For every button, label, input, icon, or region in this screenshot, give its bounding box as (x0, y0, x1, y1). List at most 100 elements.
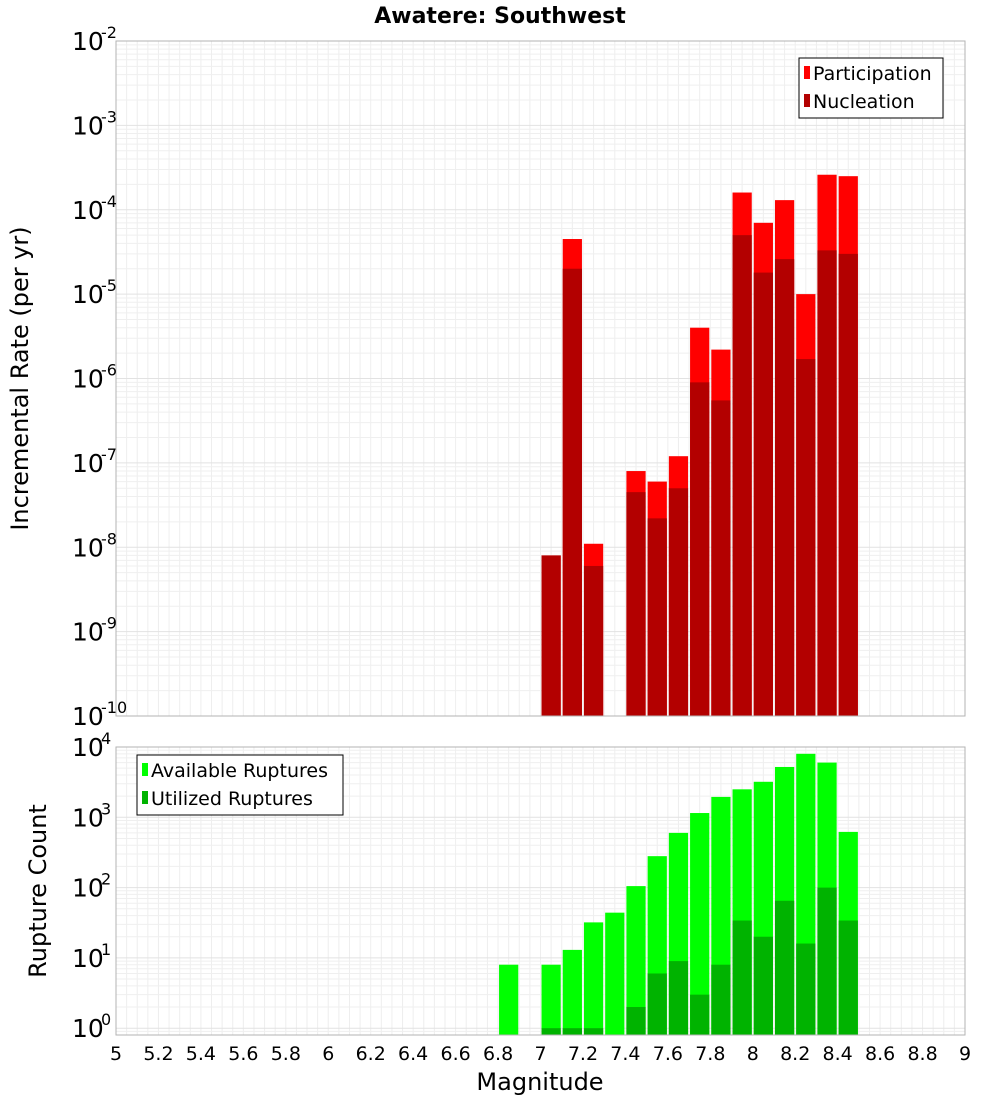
y-tick-exponent: -8 (101, 529, 117, 548)
legend-swatch (804, 94, 810, 107)
bar (668, 488, 689, 716)
y-tick-label: 10 (72, 702, 104, 731)
legend-label: Participation (813, 63, 932, 85)
bar (690, 994, 710, 1035)
x-tick-label: 6.4 (398, 1043, 428, 1065)
bar (562, 268, 582, 716)
x-tick-label: 7 (534, 1043, 546, 1065)
x-tick-label: 7.6 (653, 1043, 683, 1065)
bar (626, 1007, 646, 1035)
y-axis-label: Rupture Count (24, 804, 52, 978)
x-tick-label: 7.4 (610, 1043, 640, 1065)
legend-label: Utilized Ruptures (151, 788, 313, 810)
y-tick-exponent: -2 (101, 23, 117, 42)
bar (796, 359, 816, 716)
chart-panels: 10-1010-910-810-710-610-510-410-310-2Inc… (6, 23, 971, 1065)
legend: Available Ruptures Utilized Ruptures (136, 754, 344, 816)
bar (647, 518, 667, 716)
x-tick-label: 5.6 (228, 1043, 258, 1065)
bar (711, 964, 731, 1035)
y-tick-exponent: -10 (101, 698, 127, 717)
x-tick-label: 5.8 (271, 1043, 301, 1065)
y-tick-label: 10 (72, 733, 104, 762)
y-tick-exponent: 3 (101, 799, 111, 818)
legend-box (136, 754, 344, 816)
bar (838, 253, 858, 716)
bar (605, 912, 625, 1035)
x-tick-label: 7.8 (695, 1043, 725, 1065)
y-tick-label: 10 (72, 1014, 104, 1043)
bar (690, 813, 710, 1035)
y-axis-label: Incremental Rate (per yr) (6, 226, 34, 530)
y-tick-exponent: 0 (101, 1010, 111, 1029)
y-tick-label: 10 (72, 533, 104, 562)
chart-title: Awatere: Southwest (374, 4, 626, 29)
y-tick-label: 10 (72, 803, 104, 832)
x-tick-label: 5.4 (186, 1043, 216, 1065)
bar (541, 555, 561, 716)
x-tick-label: 5.2 (143, 1043, 173, 1065)
legend-box (798, 57, 944, 119)
x-tick-label: 9 (959, 1043, 971, 1065)
y-tick-exponent: -6 (101, 361, 117, 380)
y-tick-exponent: 1 (101, 940, 111, 959)
plot-frame (115, 746, 966, 1036)
y-tick-label: 10 (72, 111, 104, 140)
x-tick-label: 6 (322, 1043, 334, 1065)
y-tick-label: 10 (72, 27, 104, 56)
legend-swatch (142, 791, 148, 804)
x-tick-label: 6.6 (440, 1043, 470, 1065)
x-tick-label: 6.8 (483, 1043, 513, 1065)
bar (626, 886, 646, 1035)
y-tick-label: 10 (72, 196, 104, 225)
y-tick-label: 10 (72, 449, 104, 478)
bar (626, 492, 646, 716)
grid (115, 746, 966, 1036)
bar (732, 235, 752, 716)
series-utilized-ruptures (541, 887, 858, 1035)
y-tick-label: 10 (72, 280, 104, 309)
x-tick-label: 8.8 (907, 1043, 937, 1065)
legend-swatch (142, 763, 148, 776)
x-tick-label: 5 (110, 1043, 122, 1065)
y-tick-label: 10 (72, 365, 104, 394)
bar (668, 961, 689, 1035)
y-tick-label: 10 (72, 874, 104, 903)
bar (753, 936, 773, 1035)
y-tick-exponent: -7 (101, 445, 117, 464)
x-tick-label: 7.2 (568, 1043, 598, 1065)
bar (647, 973, 667, 1035)
legend-label: Nucleation (813, 91, 915, 113)
bar (541, 964, 561, 1035)
bar (753, 272, 773, 716)
y-tick-exponent: -9 (101, 614, 117, 633)
series-nucleation (541, 235, 858, 717)
bar (499, 964, 519, 1035)
bar (774, 259, 795, 716)
bar (541, 1028, 561, 1035)
y-tick-exponent: 4 (101, 729, 111, 748)
x-tick-label: 8.4 (823, 1043, 853, 1065)
panel-1: 10-1010-910-810-710-610-510-410-310-2Inc… (6, 23, 966, 731)
bar (838, 920, 858, 1035)
x-tick-label: 8 (747, 1043, 759, 1065)
bar (562, 1028, 582, 1035)
y-tick-exponent: -3 (101, 107, 117, 126)
x-tick-label: 8.6 (865, 1043, 895, 1065)
bar (690, 382, 710, 716)
x-tick-label: 6.2 (356, 1043, 386, 1065)
bar (796, 943, 816, 1035)
bar (817, 887, 837, 1035)
bar (583, 565, 604, 716)
bar (583, 1028, 604, 1035)
plot-frame (115, 40, 966, 717)
x-axis-label: Magnitude (476, 1068, 603, 1096)
y-tick-label: 10 (72, 944, 104, 973)
x-tick-label: 8.2 (780, 1043, 810, 1065)
bar (583, 922, 604, 1035)
bar (732, 920, 752, 1035)
y-tick-label: 10 (72, 618, 104, 647)
